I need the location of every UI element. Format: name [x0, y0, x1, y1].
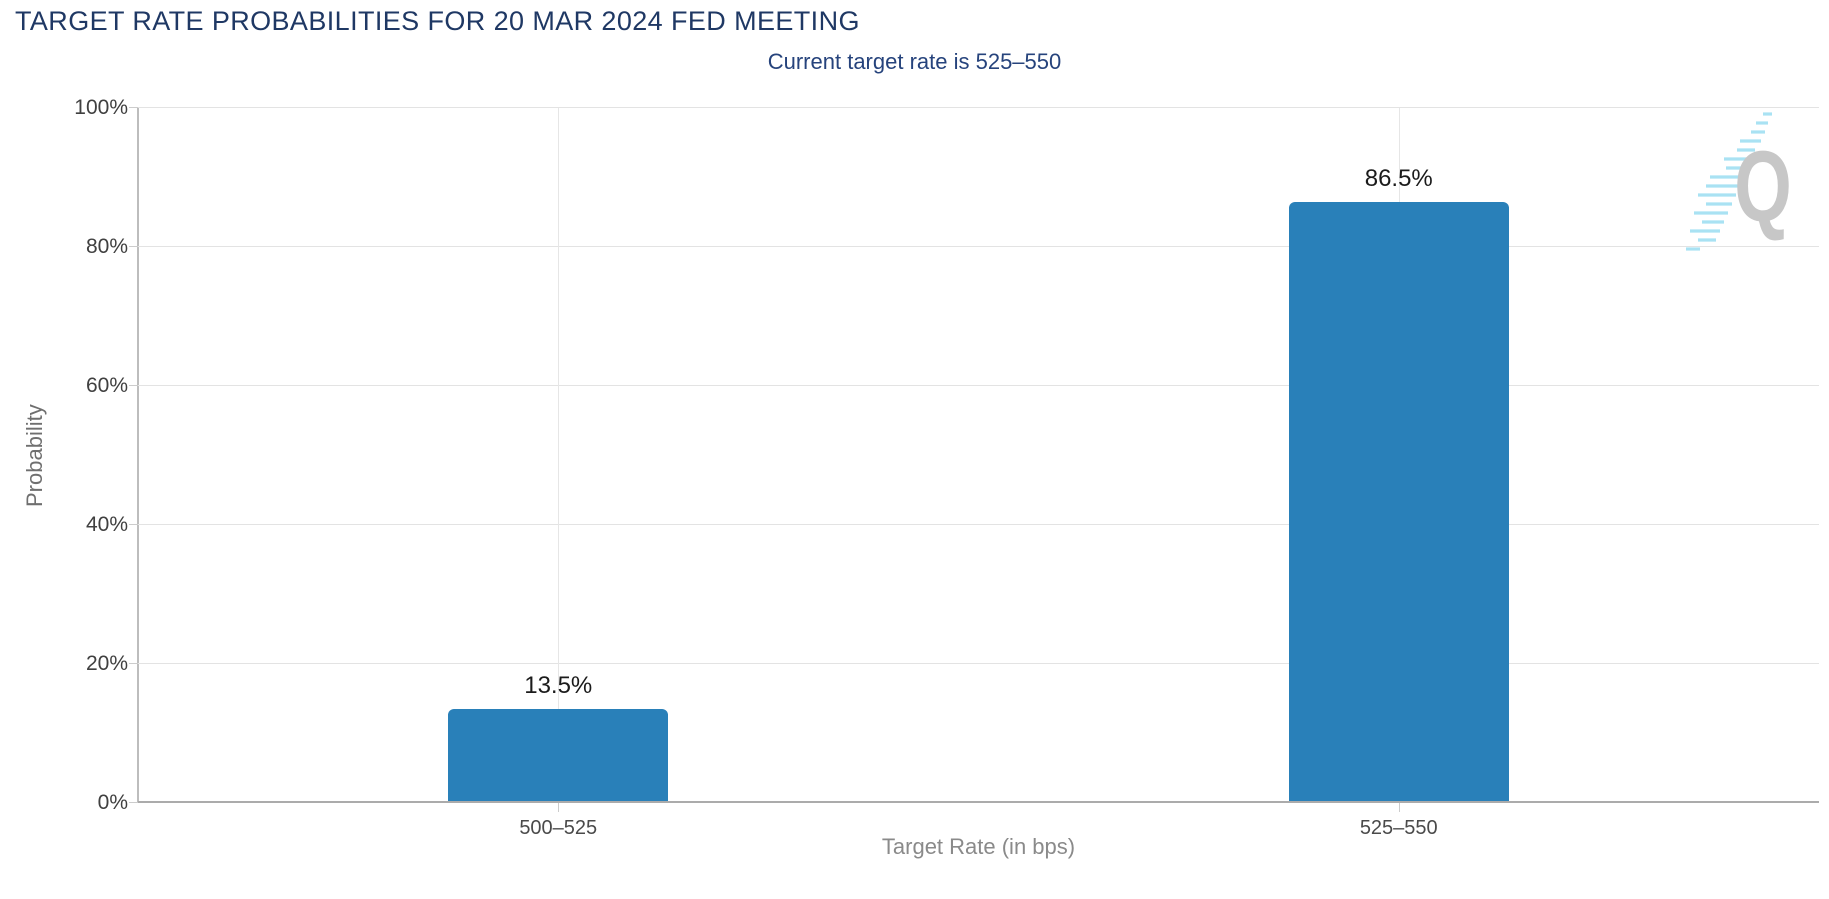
- bar[interactable]: [1288, 201, 1509, 803]
- y-tick-label: 80%: [85, 235, 128, 258]
- watermark-speed-lines: [1686, 112, 1772, 251]
- h-gridline: [138, 801, 1819, 803]
- y-tick-label: 0%: [97, 791, 128, 814]
- y-axis-line: [137, 108, 139, 803]
- y-tick-label: 40%: [85, 513, 128, 536]
- y-tick-mark: [129, 663, 138, 664]
- y-tick-mark: [129, 802, 138, 803]
- chart-subtitle: Current target rate is 525–550: [767, 49, 1062, 74]
- v-gridline: [558, 108, 560, 803]
- h-gridline: [138, 246, 1819, 247]
- bar-value-label: 86.5%: [1364, 164, 1433, 192]
- h-gridline: [138, 385, 1819, 386]
- x-tick-mark: [1398, 803, 1400, 812]
- q-watermark-logo: Q: [1686, 112, 1792, 251]
- category-label: 500–525: [519, 817, 598, 839]
- y-tick-label: 100%: [74, 96, 128, 119]
- category-label: 525–550: [1359, 817, 1438, 839]
- chart-title: TARGET RATE PROBABILITIES FOR 20 MAR 202…: [15, 6, 860, 36]
- y-tick-label: 60%: [85, 374, 128, 397]
- x-axis-title: Target Rate (in bps): [881, 834, 1076, 859]
- h-gridline: [138, 663, 1819, 664]
- y-tick-mark: [129, 107, 138, 108]
- watermark-q-letter: Q: [1734, 130, 1792, 243]
- y-axis-title: Probability: [22, 404, 47, 507]
- h-gridline: [138, 107, 1819, 108]
- y-tick-mark: [129, 385, 138, 386]
- bar-value-label: 13.5%: [524, 672, 593, 700]
- h-gridline: [138, 524, 1819, 525]
- bar[interactable]: [448, 709, 669, 803]
- plot-area: 0% 20% 40% 60% 80% 100% 13.5% 500–525 86.5% 525–5…: [74, 96, 1819, 839]
- y-tick-label: 20%: [85, 652, 128, 675]
- y-tick-mark: [129, 524, 138, 525]
- y-tick-mark: [129, 246, 138, 247]
- x-tick-mark: [558, 803, 560, 812]
